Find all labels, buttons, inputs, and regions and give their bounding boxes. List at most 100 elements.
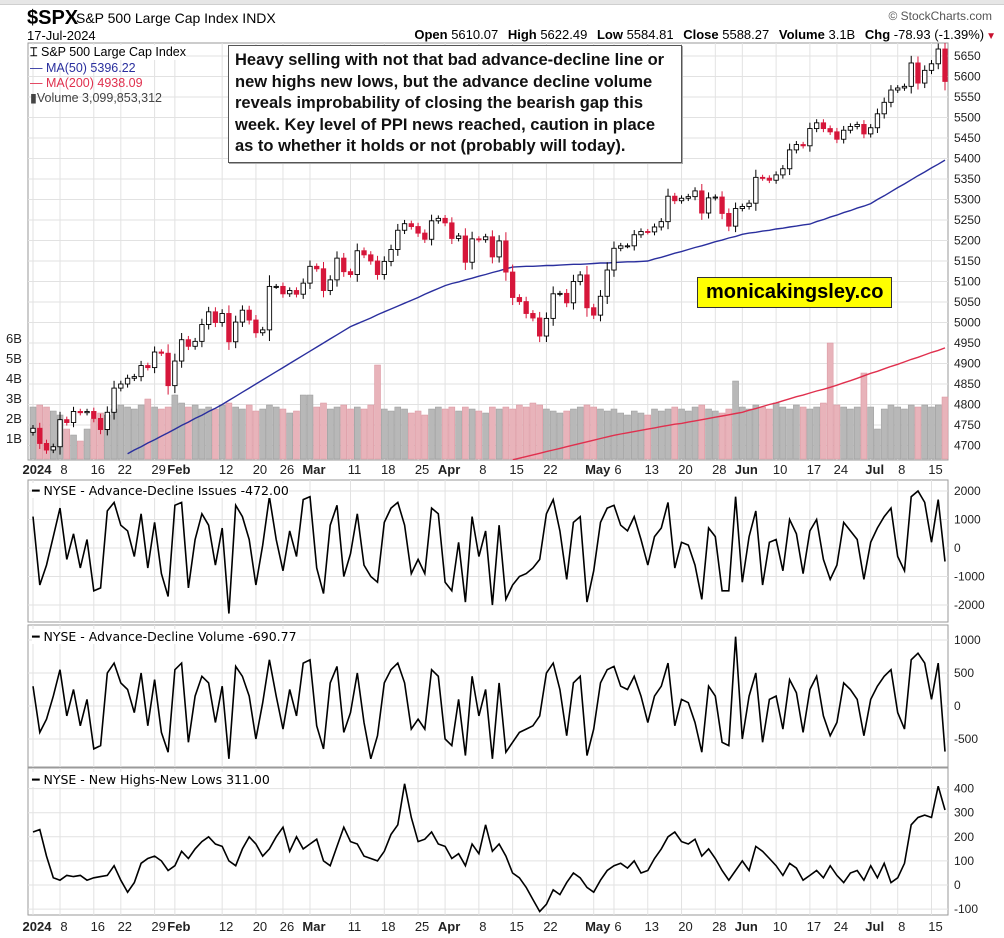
volume-bar	[117, 404, 125, 460]
x-tick-label: 20	[678, 919, 692, 934]
volume-bar	[151, 406, 158, 460]
volume-bar	[766, 408, 773, 460]
volume-bar	[705, 408, 712, 460]
volume-bar	[252, 410, 260, 460]
volume-bar	[847, 408, 854, 460]
x-tick-label: 15	[928, 919, 942, 934]
volume-bar	[624, 414, 631, 460]
volume-bar	[914, 406, 922, 460]
y-tick-label: 5400	[954, 152, 981, 166]
y-tick-label: 1000	[954, 633, 981, 647]
candle-body	[895, 87, 901, 91]
y-tick-label: 0	[954, 878, 961, 892]
candle-body	[327, 279, 333, 291]
candle-body	[253, 319, 259, 334]
down-triangle-icon: ▼	[986, 31, 996, 42]
candle-body	[482, 236, 489, 241]
x-tick-label: 15	[509, 462, 523, 477]
candle-body	[719, 196, 725, 214]
volume-bar	[671, 406, 679, 460]
volume-bar	[205, 406, 212, 460]
volume-tick-label: 5B	[6, 351, 22, 366]
x-tick-label: May	[585, 462, 611, 477]
volume-bar	[239, 408, 246, 460]
y-tick-label: 5600	[954, 70, 981, 84]
close-label: Close	[683, 27, 719, 42]
volume-bar	[691, 406, 699, 460]
x-tick-label: 2024	[23, 462, 53, 477]
candle-body	[678, 197, 685, 202]
volume-bar	[448, 406, 456, 460]
volume-bar	[266, 404, 273, 460]
volume-bar	[441, 408, 449, 460]
copyright[interactable]: © StockCharts.com	[888, 9, 992, 23]
legend-price: ⌶ S&P 500 Large Cap Index	[30, 45, 187, 60]
x-tick-label: 11	[348, 919, 362, 934]
candle-body	[800, 144, 806, 147]
volume-bar	[637, 412, 645, 460]
volume-bar	[664, 408, 672, 460]
candle-body	[881, 101, 887, 115]
candle-body	[70, 411, 77, 423]
volume-bar	[90, 418, 98, 460]
volume-bar	[921, 404, 928, 460]
candle-body	[915, 62, 921, 84]
candle-body	[111, 387, 117, 413]
y-tick-label: 0	[954, 699, 961, 713]
volume-bar	[63, 428, 71, 460]
candle-body	[77, 411, 83, 414]
volume-bar	[597, 408, 604, 460]
volume-bar	[77, 440, 84, 460]
candle-body	[64, 419, 70, 423]
candle-body	[766, 177, 773, 181]
x-tick-label: 8	[479, 919, 486, 934]
y-tick-label: 0	[954, 541, 961, 555]
volume-bar	[191, 404, 199, 460]
panel-label-nhnl: ━ NYSE - New Highs-New Lows 311.00	[32, 772, 270, 787]
y-tick-label: 4800	[954, 398, 981, 412]
x-tick-label: Apr	[438, 462, 460, 477]
bar-chart-icon: ▮	[30, 91, 37, 105]
candle-body	[699, 190, 705, 214]
volume-bar	[928, 406, 935, 460]
volume-bar	[860, 372, 868, 460]
volume-bar	[43, 406, 50, 460]
candle-body	[705, 197, 712, 214]
volume-bar	[489, 406, 496, 460]
candle-body	[631, 234, 637, 247]
volume-bar	[293, 410, 300, 460]
candle-body	[861, 124, 867, 135]
candle-body	[361, 250, 367, 256]
volume-bar	[772, 402, 780, 460]
x-tick-label: 10	[773, 462, 787, 477]
x-tick-label: 15	[928, 462, 942, 477]
y-tick-label: 5000	[954, 316, 981, 330]
ma50-line	[127, 159, 946, 455]
volume-bar	[570, 408, 577, 460]
candle-body	[732, 208, 739, 227]
volume-bar	[867, 406, 874, 460]
y-tick-label: -1000	[954, 570, 985, 584]
x-tick-label: 16	[91, 462, 105, 477]
candle-body	[543, 317, 550, 337]
candle-body	[935, 48, 941, 65]
x-tick-label: 22	[118, 462, 132, 477]
volume-bar	[475, 410, 483, 460]
candle-body	[165, 352, 171, 387]
volume-bar	[543, 408, 550, 460]
x-tick-label: 2024	[23, 919, 53, 934]
volume-bar	[428, 408, 435, 460]
candle-body	[550, 293, 556, 319]
quote-summary: Open 5610.07 High 5622.49 Low 5584.81 Cl…	[408, 27, 996, 42]
candle-body	[415, 226, 421, 234]
watermark: monicakingsley.co	[697, 277, 893, 308]
x-tick-label: Mar	[302, 919, 325, 934]
volume-bar	[529, 402, 537, 460]
y-tick-label: 4900	[954, 357, 981, 371]
candle-body	[908, 62, 914, 87]
candle-body	[651, 226, 658, 233]
x-tick-label: 29	[151, 919, 165, 934]
x-tick-label: Apr	[438, 919, 460, 934]
volume-bar	[131, 408, 138, 460]
volume-bar	[718, 412, 726, 460]
